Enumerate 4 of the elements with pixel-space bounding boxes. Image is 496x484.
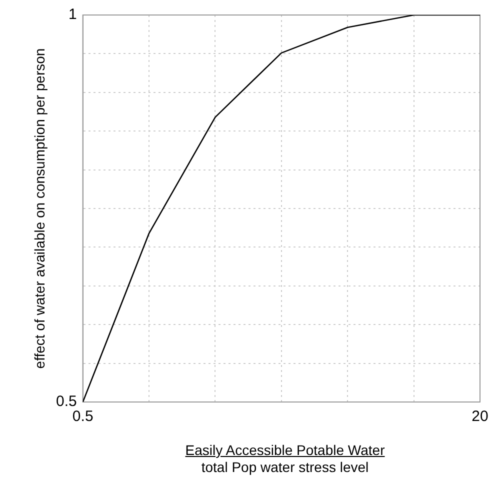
y-axis-title: effect of water available on consumption per person xyxy=(32,47,48,371)
y-tick-label: 1 xyxy=(68,6,77,24)
x-axis-title: Easily Accessible Potable Water total Pop water stress level xyxy=(184,442,386,476)
x-tick-label: 20 xyxy=(472,408,488,426)
